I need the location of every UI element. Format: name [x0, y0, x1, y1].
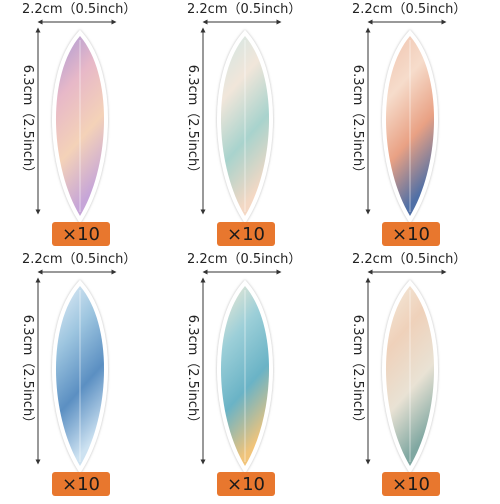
- count-label: ×10: [227, 474, 265, 495]
- count-badge: [382, 472, 440, 496]
- count-badge: [382, 222, 440, 246]
- width-label: 2.2cm（0.5inch）: [187, 252, 301, 267]
- product-item: 2.2cm（0.5inch） 6.3cm（2.5inch） ×10: [350, 2, 466, 246]
- width-label: 2.2cm（0.5inch）: [187, 2, 301, 17]
- width-label: 2.2cm（0.5inch）: [352, 252, 466, 267]
- count-badge: [52, 472, 110, 496]
- product-item: 2.2cm（0.5inch） 6.3cm（2.5inch） ×10: [185, 252, 301, 496]
- count-label: ×10: [62, 474, 100, 495]
- width-label: 2.2cm（0.5inch）: [352, 2, 466, 17]
- product-item: 2.2cm（0.5inch） 6.3cm（2.5inch） ×10: [20, 2, 136, 246]
- count-badge: [217, 472, 275, 496]
- count-label: ×10: [62, 224, 100, 245]
- product-item: 2.2cm（0.5inch） 6.3cm（2.5inch） ×10: [185, 2, 301, 246]
- product-item: 2.2cm（0.5inch） 6.3cm（2.5inch） ×10: [350, 252, 466, 496]
- height-label: 6.3cm（2.5inch）: [185, 65, 200, 179]
- count-label: ×10: [227, 224, 265, 245]
- height-label: 6.3cm（2.5inch）: [350, 65, 365, 179]
- height-label: 6.3cm（2.5inch）: [20, 65, 35, 179]
- count-label: ×10: [392, 474, 430, 495]
- count-label: ×10: [392, 224, 430, 245]
- height-label: 6.3cm（2.5inch）: [20, 315, 35, 429]
- height-label: 6.3cm（2.5inch）: [185, 315, 200, 429]
- count-badge: [52, 222, 110, 246]
- width-label: 2.2cm（0.5inch）: [22, 252, 136, 267]
- product-item: 2.2cm（0.5inch） 6.3cm（2.5inch） ×10: [20, 252, 136, 496]
- height-label: 6.3cm（2.5inch）: [350, 315, 365, 429]
- count-badge: [217, 222, 275, 246]
- width-label: 2.2cm（0.5inch）: [22, 2, 136, 17]
